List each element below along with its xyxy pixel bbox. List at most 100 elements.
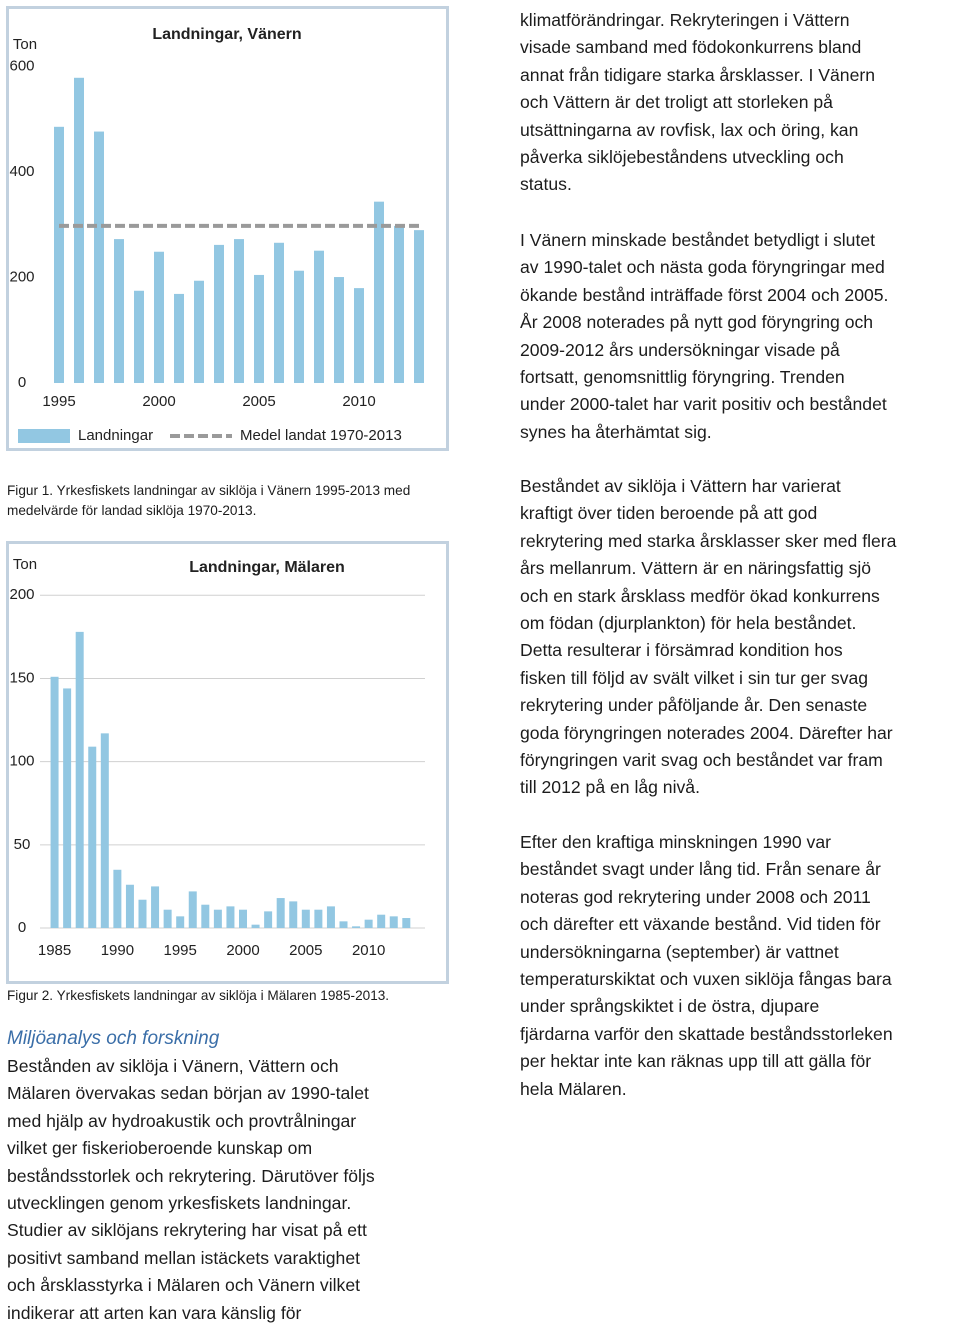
paragraph-line: ökande bestånd inträffade först 2004 och… [520,284,889,305]
section-heading: Miljöanalys och forskning [7,1028,220,1049]
paragraph-line: Efter den kraftiga minskningen 1990 var [520,832,832,852]
bar [289,901,298,928]
bar [402,918,411,928]
paragraph-line: fisken till följd av svält vilket i sin … [520,667,869,688]
bar [226,906,235,928]
y-tick-label: 600 [9,58,34,75]
bar [63,688,72,928]
bar [274,242,284,383]
x-tick-label: 2000 [226,942,259,959]
bar [334,277,344,383]
paragraph-line: och en stark årsklass medför ökad konkur… [520,585,880,606]
y-tick-label: 400 [9,163,34,180]
y-tick-label: 100 [9,753,34,770]
bar [151,886,160,928]
y-tick-label: 0 [18,919,26,936]
x-tick-label: 2010 [352,942,385,959]
bar [74,77,84,383]
paragraph-line: beståndet svagt under lång tid. Från sen… [520,859,881,880]
x-tick-label: 1990 [101,942,134,959]
paragraph-line: per hektar inte kan räknas upp till att … [520,1051,872,1072]
paragraph-line: goda föryngringen noterades 2004. Däreft… [520,722,893,743]
paragraph-line: och därefter ett växande bestånd. Vid ti… [520,914,881,935]
paragraph-line: Studier av siklöjans rekrytering har vis… [7,1220,367,1241]
bar [75,631,84,928]
bar [134,290,144,383]
paragraph-line: 2009-2012 års undersökningar visade på [520,339,840,360]
paragraph-line: Detta resulterar i försämrad kondition h… [520,640,843,661]
bar [100,733,109,928]
paragraph-line: föryngringen varit svag och beståndet va… [520,750,883,770]
paragraph-line: och årsklasstyrka i Mälaren och Vänern v… [7,1275,361,1296]
x-tick-label: 2010 [342,393,375,410]
legend-swatch [18,429,70,443]
bar [394,225,404,383]
paragraph-line: temperaturskiktat och vuxen siklöja fång… [520,969,892,989]
paragraph-line: påverka siklöjebeståndens utveckling och [520,147,844,167]
paragraph-line: vilket ger fiskerioberoende kunskap om [7,1138,313,1159]
paragraph-line: rekrytering med starka årsklasser sker m… [520,530,897,551]
paragraph-line: År 2008 noterades på nytt god föryngring… [520,312,874,333]
bar [264,911,273,928]
paragraph-line: Bestånden av siklöja i Vänern, Vättern o… [7,1056,339,1076]
paragraph-line: Mälaren övervakas sedan början av 1990-t… [7,1083,369,1104]
bar [276,898,285,928]
paragraph-line: fortsatt, genomsnittlig föryngring. Tren… [520,367,845,387]
bar [194,280,204,383]
figure-caption: Figur 1. Yrkesfiskets landningar av sikl… [7,483,411,498]
bar [50,676,59,928]
paragraph-line: klimatförändringar. Rekryteringen i Vätt… [520,10,850,30]
paragraph-line: till 2012 på en låg nivå. [520,777,700,798]
paragraph-line: hela Mälaren. [520,1078,627,1099]
bar [301,909,310,928]
y-tick-label: 150 [9,669,34,686]
paragraph-line: Beståndet av siklöja i Vättern har varie… [520,476,841,496]
bar [239,909,247,928]
paragraph-line: av 1990-talet och nästa goda föryngringa… [520,257,885,278]
paragraph-line: fjärdarna varför den skattade beståndsst… [520,1023,893,1044]
x-tick-label: 2005 [289,942,322,959]
bar [214,244,224,383]
bar [326,906,335,928]
bar [114,239,124,383]
bar [314,909,323,928]
bar [54,126,64,384]
x-tick-label: 1995 [164,942,197,959]
legend-label: Medel landat 1970-2013 [240,427,402,444]
x-tick-label: 1985 [38,942,71,959]
bar [377,914,386,928]
bar [314,250,324,383]
chart-frame [6,541,449,984]
paragraph-line: rekrytering under påföljande år. Den sen… [520,695,868,716]
paragraph-line: noteras god rekrytering under 2008 och 2… [520,886,871,907]
bar [174,293,184,383]
paragraph-line: annat från tidigare starka årsklasser. I… [520,64,875,85]
bar [251,924,260,928]
paragraph-line: och Vättern är det troligt att storleken… [520,92,833,113]
x-tick-label: 2000 [142,393,175,410]
bar [113,869,122,928]
bar [339,921,348,928]
figure-caption: Figur 2. Yrkesfiskets landningar av sikl… [7,988,390,1003]
bar [354,288,364,383]
bar [94,131,104,383]
paragraph-line: års mellanrum. Vättern är en näringsfatt… [520,558,872,579]
bar [294,270,304,383]
bar [352,926,361,928]
bar [188,891,197,928]
bar [176,916,185,928]
bar [163,909,172,928]
y-tick-label: 200 [9,586,34,603]
y-axis-label: Ton [13,556,37,573]
bar [138,899,147,928]
y-tick-label: 50 [14,836,31,853]
bar [364,919,373,928]
paragraph-line: beståndsstorlek och rekrytering. Därutöv… [7,1165,375,1186]
paragraph-line: synes ha återhämtat sig. [520,421,712,442]
bar [88,746,97,928]
paragraph-line: positivt samband mellan istäckets varakt… [7,1247,361,1268]
paragraph-line: om födan (djurplankton) för hela bestånd… [520,613,857,633]
bar [154,251,164,383]
